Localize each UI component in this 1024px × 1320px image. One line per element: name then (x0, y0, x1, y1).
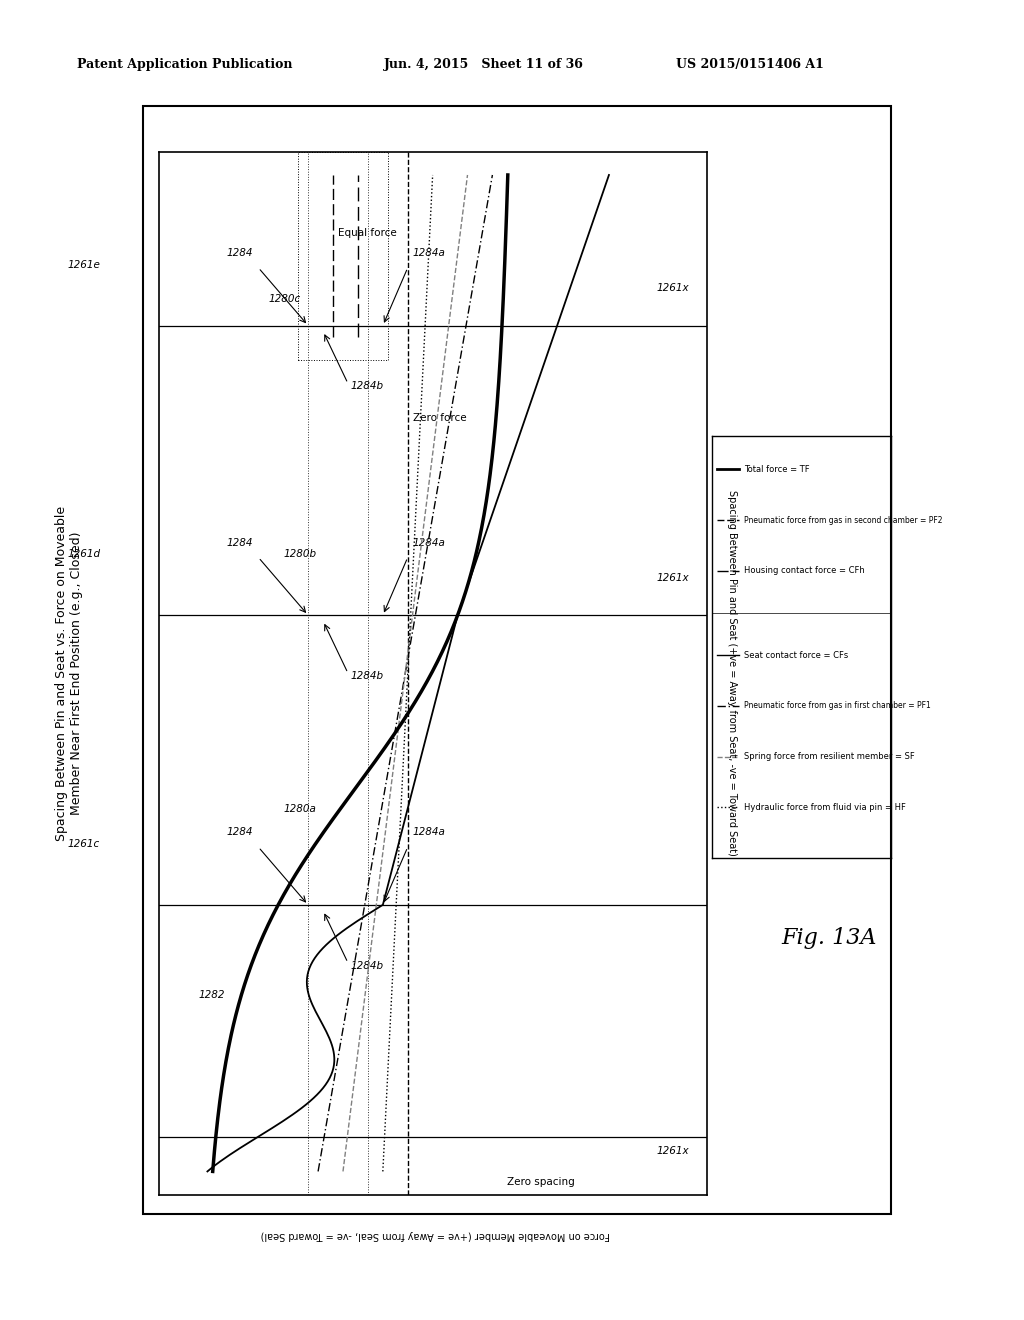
Text: Spacing Between Pin and Seat vs. Force on Moveable
Member Near First End Positio: Spacing Between Pin and Seat vs. Force o… (55, 506, 83, 841)
Text: 1284a: 1284a (413, 537, 445, 548)
Text: Equal force: Equal force (338, 228, 396, 238)
Text: 1284: 1284 (227, 537, 253, 548)
Text: 1261e: 1261e (68, 260, 100, 269)
Bar (298, 152, 388, 360)
Text: 1261x: 1261x (656, 1146, 689, 1156)
Text: 1284b: 1284b (350, 961, 384, 970)
Text: 1284b: 1284b (350, 381, 384, 391)
Text: Total force = TF: Total force = TF (743, 465, 810, 474)
Text: Jun. 4, 2015   Sheet 11 of 36: Jun. 4, 2015 Sheet 11 of 36 (384, 58, 584, 71)
Text: Patent Application Publication: Patent Application Publication (77, 58, 292, 71)
Text: 1284b: 1284b (350, 671, 384, 681)
Text: Zero spacing: Zero spacing (507, 1177, 575, 1187)
Text: Fig. 13A: Fig. 13A (781, 927, 878, 949)
Text: Zero force: Zero force (413, 413, 466, 424)
Text: Hydraulic force from fluid via pin = HF: Hydraulic force from fluid via pin = HF (743, 803, 906, 812)
Text: 1280a: 1280a (284, 804, 316, 814)
Text: Spring force from resilient member = SF: Spring force from resilient member = SF (743, 752, 914, 762)
Text: 1284: 1284 (227, 248, 253, 259)
Text: Seat contact force = CFs: Seat contact force = CFs (743, 651, 848, 660)
Text: 1284a: 1284a (413, 248, 445, 259)
Text: 1284: 1284 (227, 828, 253, 837)
Text: 1280b: 1280b (284, 549, 316, 560)
Text: Force on Moveable Member (+ve = Away from Seal, -ve = Toward Seal): Force on Moveable Member (+ve = Away fro… (260, 1230, 610, 1241)
Text: Pneumatic force from gas in second chamber = PF2: Pneumatic force from gas in second chamb… (743, 516, 942, 524)
Text: 1261x: 1261x (656, 282, 689, 293)
Text: 1282: 1282 (199, 990, 225, 999)
Text: Pneumatic force from gas in first chamber = PF1: Pneumatic force from gas in first chambe… (743, 701, 931, 710)
Text: 1280c: 1280c (268, 294, 300, 305)
Text: US 2015/0151406 A1: US 2015/0151406 A1 (676, 58, 823, 71)
Text: Housing contact force = CFh: Housing contact force = CFh (743, 566, 864, 576)
Text: 1261c: 1261c (68, 840, 100, 849)
Text: Spacing Between Pin and Seat (+ve = Away from Seat, -ve = Toward Seat): Spacing Between Pin and Seat (+ve = Away… (727, 490, 737, 857)
Text: 1284a: 1284a (413, 828, 445, 837)
Text: 1261d: 1261d (68, 549, 100, 560)
Text: 1261x: 1261x (656, 573, 689, 582)
